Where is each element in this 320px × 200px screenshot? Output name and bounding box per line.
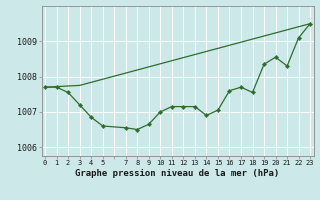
X-axis label: Graphe pression niveau de la mer (hPa): Graphe pression niveau de la mer (hPa)	[76, 169, 280, 178]
